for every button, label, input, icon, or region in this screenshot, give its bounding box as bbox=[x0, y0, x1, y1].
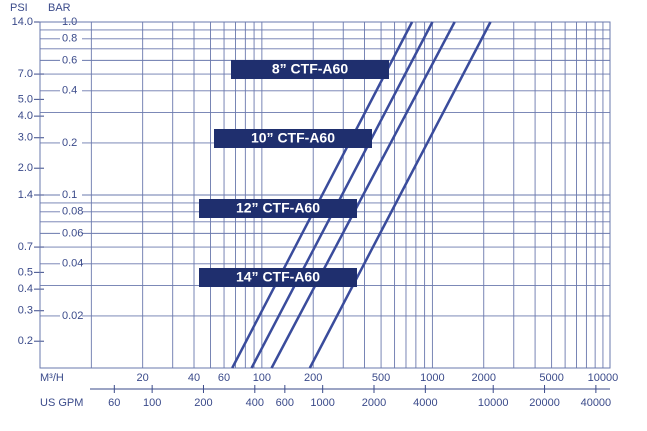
y-tick-label: 0.6 bbox=[62, 54, 77, 66]
tick-label-bg bbox=[60, 309, 82, 322]
x2-tick-label: 60 bbox=[108, 397, 120, 409]
x-tick-label: 1000 bbox=[420, 372, 444, 384]
x-tick-label: 200 bbox=[304, 372, 322, 384]
y-tick-label: 0.02 bbox=[62, 310, 83, 322]
y2-tick-label: 0.3 bbox=[18, 305, 33, 317]
x2-tick-label: 40000 bbox=[581, 397, 612, 409]
legend-label: 8” CTF-A60 bbox=[272, 61, 348, 77]
series-label-box bbox=[199, 199, 357, 218]
x2-tick-label: 600 bbox=[276, 397, 294, 409]
x-tick-label: 40 bbox=[188, 372, 200, 384]
y2-tick-label: 4.0 bbox=[18, 110, 33, 122]
series-line bbox=[308, 21, 492, 369]
x-tick-label: 500 bbox=[372, 372, 390, 384]
x-axis-title: M³/H bbox=[40, 372, 64, 384]
tick-label-bg bbox=[60, 136, 82, 149]
x2-tick-label: 400 bbox=[246, 397, 264, 409]
series-line bbox=[231, 21, 414, 369]
x2-tick-label: 4000 bbox=[413, 397, 437, 409]
tick-label-bg bbox=[60, 189, 82, 201]
y-tick-label: 0.04 bbox=[62, 258, 83, 270]
tick-label-bg bbox=[60, 205, 82, 218]
y-tick-label: 0.1 bbox=[62, 189, 77, 201]
x2-tick-label: 20000 bbox=[529, 397, 560, 409]
plot-frame bbox=[39, 21, 611, 369]
tick-label-bg bbox=[60, 227, 82, 240]
y2-tick-label: 14.0 bbox=[12, 16, 33, 28]
x-tick-label: 100 bbox=[253, 372, 271, 384]
y2-tick-label: 0.7 bbox=[18, 241, 33, 253]
x2-tick-label: 10000 bbox=[478, 397, 509, 409]
x-tick-label: 2000 bbox=[472, 372, 496, 384]
tick-label-bg bbox=[60, 257, 82, 270]
y2-tick-label: 5.0 bbox=[18, 93, 33, 105]
y-tick-label: 0.8 bbox=[62, 33, 77, 45]
x-tick-label: 20 bbox=[137, 372, 149, 384]
series-line bbox=[250, 21, 434, 369]
tick-label-bg bbox=[60, 84, 82, 97]
legend-label: 12” CTF-A60 bbox=[236, 200, 320, 216]
series-label-box bbox=[214, 129, 372, 148]
tick-label-bg bbox=[60, 32, 82, 45]
x-tick-label: 5000 bbox=[539, 372, 563, 384]
y-tick-label: 0.06 bbox=[62, 227, 83, 239]
y2-tick-label: 7.0 bbox=[18, 68, 33, 80]
x2-tick-label: 1000 bbox=[310, 397, 334, 409]
y2-tick-label: 0.2 bbox=[18, 335, 33, 347]
y-tick-label: 0.4 bbox=[62, 85, 77, 97]
series-label-box bbox=[199, 268, 357, 287]
series-label-box bbox=[231, 60, 389, 79]
legend-label: 10” CTF-A60 bbox=[251, 130, 335, 146]
x2-tick-label: 100 bbox=[143, 397, 161, 409]
y2-axis-title: PSI bbox=[10, 2, 28, 14]
y2-tick-label: 3.0 bbox=[18, 132, 33, 144]
tick-label-bg bbox=[60, 54, 82, 67]
legend-label: 14” CTF-A60 bbox=[236, 269, 320, 285]
x2-axis-title: US GPM bbox=[40, 397, 83, 409]
y-axis-title: BAR bbox=[48, 2, 71, 14]
series-line bbox=[270, 21, 456, 369]
y2-tick-label: 0.4 bbox=[18, 283, 33, 295]
y2-tick-label: 1.4 bbox=[18, 189, 33, 201]
x2-tick-label: 2000 bbox=[362, 397, 386, 409]
x2-tick-label: 200 bbox=[194, 397, 212, 409]
x-tick-label: 10000 bbox=[588, 372, 619, 384]
y2-tick-label: 2.0 bbox=[18, 162, 33, 174]
y-tick-label: 0.2 bbox=[62, 137, 77, 149]
y2-tick-label: 0.5 bbox=[18, 266, 33, 278]
x-tick-label: 60 bbox=[218, 372, 230, 384]
y-tick-label: 0.08 bbox=[62, 206, 83, 218]
